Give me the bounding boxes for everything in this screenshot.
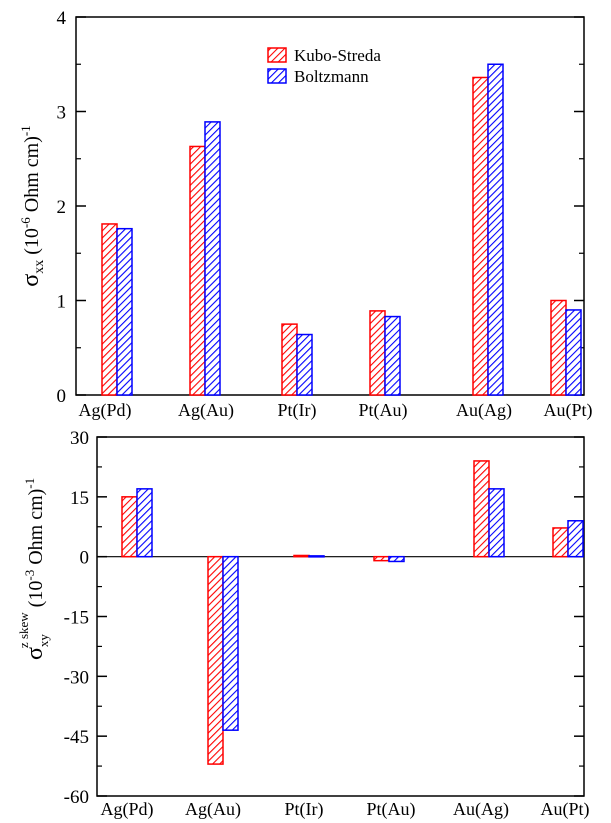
y-tick-label: -30: [64, 667, 89, 688]
x-category-label: Ag(Pd): [79, 400, 132, 421]
bar-boltzmann-ptir: [308, 555, 325, 558]
x-category-label: Pt(Au): [359, 400, 408, 421]
x-category-label: Au(Ag): [453, 799, 509, 820]
x-category-label: Ag(Au): [185, 799, 241, 820]
top-category-labels: Ag(Pd) Ag(Au) Pt(Ir) Pt(Au) Au(Ag) Au(Pt): [79, 400, 593, 421]
bottom-y-ticks: -60 -45 -30 -15 0 15 30: [64, 428, 584, 808]
bar-kubo-streda-auag: [472, 76, 489, 396]
bar-boltzmann-aupt: [567, 520, 584, 558]
bar-boltzmann-auag: [488, 488, 505, 558]
bar-kubo-streda-ptau: [373, 555, 390, 562]
bar-kubo-streda-ptau: [369, 310, 386, 396]
bottom-panel: -60 -45 -30 -15 0 15 30 Ag(Pd) Ag(Au) Pt(Ir) Pt(A…: [16, 428, 590, 820]
legend-swatch-boltz: [267, 68, 287, 84]
bottom-bars: [121, 460, 584, 765]
bar-boltzmann-ptau: [388, 555, 405, 563]
x-category-label: Pt(Ir): [278, 400, 317, 421]
x-category-label: Au(Pt): [541, 799, 590, 820]
bar-kubo-streda-agpd: [121, 496, 138, 558]
bar-boltzmann-agpd: [116, 227, 133, 396]
top-y-ticks: 0 1 2 3 4: [57, 8, 584, 407]
bar-kubo-streda-ptir: [293, 554, 310, 558]
bar-kubo-streda-ptir: [281, 323, 298, 396]
bar-kubo-streda-aupt: [552, 527, 569, 558]
bar-boltzmann-agau: [204, 121, 221, 396]
y-tick-label: 0: [57, 386, 67, 407]
y-tick-label: -45: [64, 727, 89, 748]
legend-label-kubo: Kubo-Streda: [294, 46, 381, 65]
top-y-axis-title: σxx (10-6 Ohm cm)-1: [18, 125, 47, 286]
top-bars: [101, 63, 582, 396]
y-tick-label: 15: [70, 488, 89, 509]
bar-kubo-streda-aupt: [550, 299, 567, 396]
bar-kubo-streda-agpd: [101, 223, 118, 396]
legend-label-boltz: Boltzmann: [294, 67, 369, 86]
x-category-label: Ag(Pd): [101, 799, 154, 820]
top-panel: 0 1 2 3 4 Ag(Pd) Ag(Au) Pt(Ir) Pt(Au) Au(Ag) Au(P…: [18, 8, 593, 421]
bar-boltzmann-ptau: [384, 315, 401, 396]
y-tick-label: -60: [64, 787, 89, 808]
y-tick-label: 30: [70, 428, 89, 449]
bar-boltzmann-auag: [487, 63, 504, 396]
bar-kubo-streda-agau: [207, 555, 224, 765]
bar-boltzmann-agpd: [136, 488, 153, 558]
bar-kubo-streda-auag: [473, 460, 490, 558]
bottom-plot-frame: [96, 436, 585, 797]
y-tick-label: 2: [57, 197, 67, 218]
y-tick-label: -15: [64, 608, 89, 629]
bar-boltzmann-aupt: [565, 309, 582, 396]
x-category-label: Ag(Au): [178, 400, 234, 421]
y-tick-label: 3: [57, 103, 67, 124]
legend-swatch-kubo: [267, 47, 287, 63]
y-tick-label: 4: [57, 8, 67, 29]
bottom-y-axis-title: σxyz skew (10-3 Ohm cm)-1: [16, 478, 51, 660]
x-category-label: Pt(Ir): [285, 799, 324, 820]
bar-boltzmann-ptir: [296, 333, 313, 396]
bottom-category-labels: Ag(Pd) Ag(Au) Pt(Ir) Pt(Au) Au(Ag) Au(Pt): [101, 799, 590, 820]
x-category-label: Au(Ag): [456, 400, 512, 421]
y-tick-label: 1: [57, 292, 67, 313]
x-category-label: Au(Pt): [544, 400, 593, 421]
x-category-label: Pt(Au): [367, 799, 416, 820]
legend: Kubo-Streda Boltzmann: [267, 46, 381, 86]
y-tick-label: 0: [80, 548, 90, 569]
bar-kubo-streda-agau: [189, 145, 206, 396]
bar-boltzmann-agau: [222, 555, 239, 731]
